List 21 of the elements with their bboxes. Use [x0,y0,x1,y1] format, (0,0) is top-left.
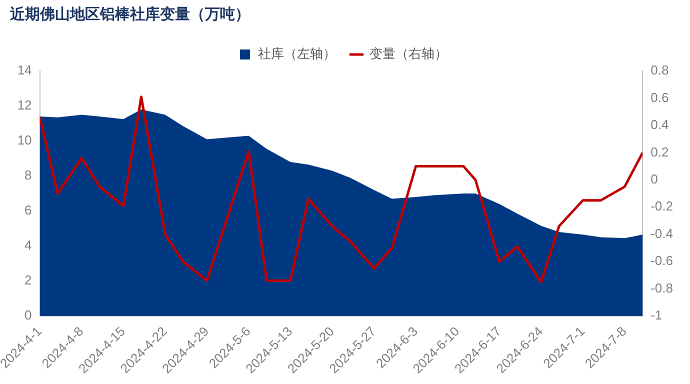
y2-tick-label: -0.8 [650,280,674,296]
y2-tick-label: 0.4 [650,117,669,132]
y-tick-label: 10 [17,132,32,148]
legend-label: 社库（左轴） [258,46,336,62]
y2-tick-label: 0.2 [650,144,669,160]
y2-tick-label: -0.2 [650,198,674,214]
legend-label: 变量（右轴） [370,46,448,62]
y2-tick-label: -0.4 [650,226,674,241]
y-tick-label: 6 [24,202,32,218]
y-tick-label: 4 [24,238,32,253]
y-tick-label: 0 [24,308,32,323]
y2-tick-label: -0.6 [650,253,674,268]
y2-tick-label: 0.6 [650,90,669,105]
y-tick-label: 2 [24,272,32,288]
y2-tick-label: 0.8 [650,62,669,78]
chart-title: 近期佛山地区铝棒社库变量（万吨） [9,4,250,23]
y-tick-label: 14 [17,62,32,78]
y-tick-label: 12 [17,98,32,113]
y2-tick-label: 0 [650,171,658,186]
y2-tick-label: -1 [650,308,662,323]
y-tick-label: 8 [24,168,32,183]
